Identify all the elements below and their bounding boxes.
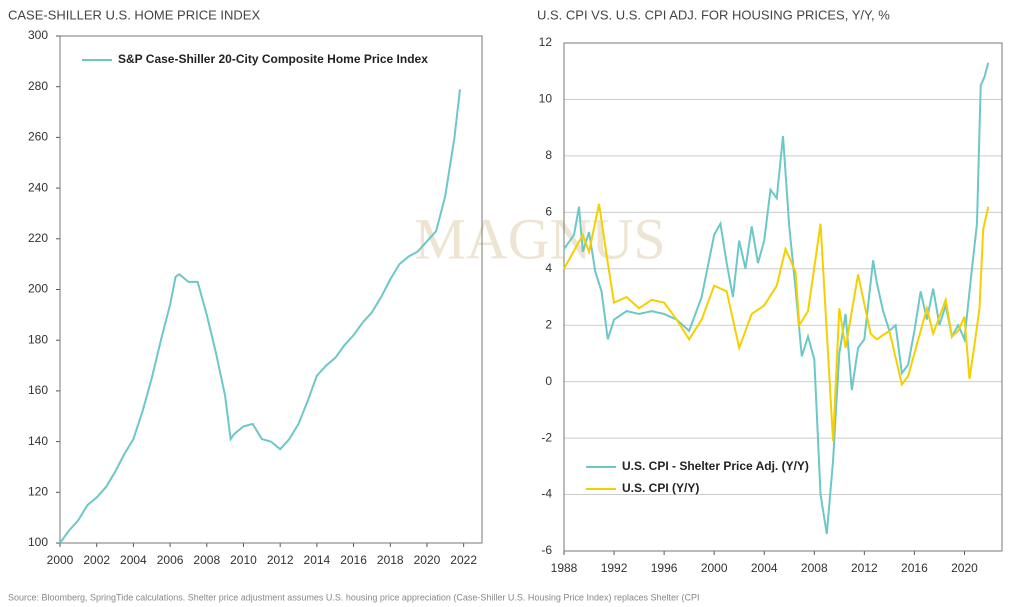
x-tick-label: 2020	[414, 553, 441, 567]
y-tick-label: 180	[28, 332, 48, 346]
x-tick-label: 2004	[751, 561, 778, 575]
x-tick-label: 2016	[340, 553, 367, 567]
y-tick-label: 260	[28, 130, 48, 144]
x-tick-label: 2010	[230, 553, 257, 567]
series-line	[59, 89, 461, 544]
x-tick-label: 2022	[450, 553, 477, 567]
x-tick-label: 1996	[651, 561, 678, 575]
x-tick-label: 2008	[801, 561, 828, 575]
x-tick-label: 2012	[267, 553, 294, 567]
legend-label: S&P Case-Shiller 20-City Composite Home …	[118, 52, 428, 66]
x-tick-label: 2006	[157, 553, 184, 567]
chart-title: CASE-SHILLER U.S. HOME PRICE INDEX	[8, 7, 260, 22]
y-tick-label: 240	[28, 180, 48, 194]
y-tick-label: 220	[28, 231, 48, 245]
y-tick-label: 2	[545, 317, 552, 331]
plot-frame	[563, 42, 1003, 552]
legend-label: U.S. CPI - Shelter Price Adj. (Y/Y)	[622, 459, 809, 473]
x-tick-label: 2020	[951, 561, 978, 575]
y-tick-label: -2	[541, 430, 552, 444]
x-tick-label: 2002	[83, 553, 110, 567]
source-note: Source: Bloomberg, SpringTide calculatio…	[8, 592, 700, 602]
plot-frame	[59, 35, 483, 544]
x-tick-label: 2004	[120, 553, 147, 567]
y-tick-label: 200	[28, 282, 48, 296]
series-line	[563, 203, 990, 441]
x-tick-label: 1988	[551, 561, 578, 575]
y-tick-label: 100	[28, 535, 48, 549]
legend-label: U.S. CPI (Y/Y)	[622, 481, 699, 495]
y-tick-label: 280	[28, 79, 48, 93]
y-tick-label: 6	[545, 205, 552, 219]
y-tick-label: 8	[545, 148, 552, 162]
series-line	[563, 62, 990, 535]
x-tick-label: 2000	[47, 553, 74, 567]
y-tick-label: 120	[28, 484, 48, 498]
y-tick-label: -6	[541, 543, 552, 557]
x-tick-label: 2008	[193, 553, 220, 567]
y-tick-label: -4	[541, 487, 552, 501]
chart-title: U.S. CPI VS. U.S. CPI ADJ. FOR HOUSING P…	[537, 7, 890, 22]
y-tick-label: 12	[539, 35, 553, 49]
x-tick-label: 1992	[601, 561, 628, 575]
x-tick-label: 2000	[701, 561, 728, 575]
y-tick-label: 10	[539, 92, 553, 106]
y-tick-label: 140	[28, 434, 48, 448]
x-tick-label: 2016	[901, 561, 928, 575]
y-tick-label: 0	[545, 374, 552, 388]
x-tick-label: 2018	[377, 553, 404, 567]
watermark: MAGNUS	[414, 206, 665, 271]
y-tick-label: 160	[28, 383, 48, 397]
x-tick-label: 2012	[851, 561, 878, 575]
y-tick-label: 300	[28, 28, 48, 42]
x-tick-label: 2014	[304, 553, 331, 567]
y-tick-label: 4	[545, 261, 552, 275]
